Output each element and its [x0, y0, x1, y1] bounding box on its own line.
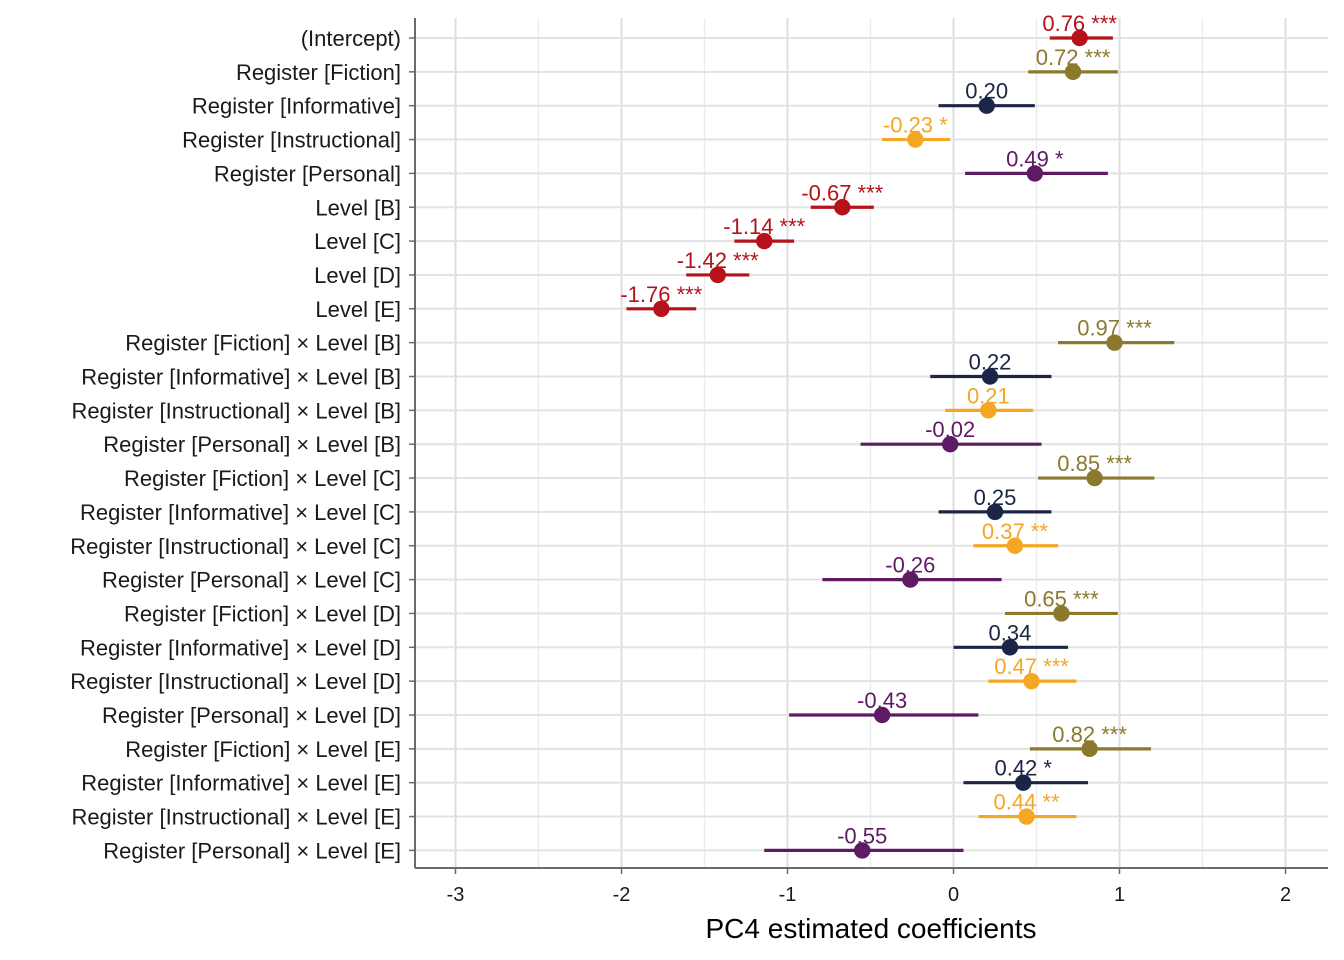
x-tick-label: 0 — [948, 884, 959, 906]
y-tick-label: Register [Instructional] — [182, 128, 401, 153]
point-estimate — [834, 199, 851, 216]
x-tick-label: -2 — [613, 884, 631, 906]
data-label: -0.67 *** — [801, 180, 883, 205]
x-tick-label: -1 — [779, 884, 797, 906]
y-tick-label: Register [Informative] — [192, 94, 401, 119]
y-tick-label: Register [Informative] × Level [E] — [81, 771, 401, 796]
y-tick-label: Register [Instructional] × Level [E] — [71, 805, 401, 830]
point-estimate — [1086, 469, 1103, 487]
point-estimate — [980, 402, 997, 419]
y-tick-label: Level [B] — [315, 195, 401, 220]
y-tick-label: Register [Fiction] — [236, 60, 401, 85]
data-label: -0.43 — [857, 688, 907, 713]
y-tick-label: Register [Instructional] × Level [C] — [70, 534, 401, 559]
point-estimate — [902, 571, 919, 588]
data-label: -1.42 *** — [677, 248, 759, 273]
y-tick-label: (Intercept) — [301, 26, 401, 51]
data-label: 0.25 — [974, 485, 1017, 510]
axes — [409, 18, 1328, 874]
point-estimate — [1015, 774, 1032, 791]
x-tick-labels: -3 -2 -1 0 1 2 — [447, 884, 1291, 906]
point-estimate — [709, 266, 726, 284]
point-estimate — [1081, 740, 1098, 758]
data-label: 0.34 — [989, 620, 1032, 645]
data-label: -0.02 — [925, 417, 975, 442]
data-label: 0.21 — [967, 383, 1010, 408]
point-estimate — [1106, 334, 1123, 351]
data-label: -0.26 — [885, 553, 935, 578]
data-label: 0.97 *** — [1077, 316, 1152, 341]
data-label: 0.72 *** — [1036, 45, 1111, 70]
y-tick-label: Level [E] — [315, 297, 401, 322]
point-estimate — [978, 97, 995, 114]
data-label: 0.47 *** — [994, 654, 1069, 679]
y-tick-label: Register [Informative] × Level [B] — [81, 365, 401, 390]
point-estimate — [1026, 165, 1044, 182]
point-estimate — [941, 436, 959, 453]
y-tick-label: Level [C] — [314, 229, 401, 254]
x-axis-label: PC4 estimated coefficients — [706, 913, 1037, 944]
y-tick-label: Register [Personal] × Level [B] — [103, 432, 401, 457]
x-tick-label: -3 — [447, 884, 465, 906]
point-estimate — [1064, 63, 1082, 81]
y-tick-label: Register [Personal] × Level [D] — [102, 703, 401, 728]
point-estimate — [854, 842, 871, 859]
point-estimate — [1006, 537, 1024, 554]
point-estimate — [653, 300, 670, 317]
point-estimate — [1023, 672, 1040, 690]
grid-lines — [415, 18, 1328, 868]
point-estimate — [1001, 639, 1019, 656]
data-label: 0.49 * — [1006, 146, 1064, 171]
data-label: 0.42 * — [994, 756, 1052, 781]
y-tick-label: Register [Personal] × Level [E] — [103, 838, 401, 863]
y-tick-label: Register [Fiction] × Level [B] — [125, 331, 401, 356]
data-label: -1.14 *** — [723, 214, 805, 239]
point-estimate — [907, 131, 924, 148]
data-label: 0.20 — [965, 79, 1008, 104]
point-estimate — [756, 232, 773, 250]
point-estimate — [873, 706, 891, 724]
data-label: 0.22 — [969, 350, 1012, 375]
y-tick-label: Register [Informative] × Level [D] — [80, 635, 401, 660]
data-marks: 0.76 *** 0.72 *** 0.20 -0.23 * 0.49 * -0.67 *… — [620, 11, 1175, 859]
data-label: -0.23 * — [883, 113, 948, 138]
y-tick-label: Level [D] — [314, 263, 401, 288]
x-tick-label: 1 — [1114, 884, 1125, 906]
y-tick-label: Register [Fiction] × Level [E] — [125, 737, 401, 762]
y-tick-label: Register [Personal] — [214, 161, 401, 186]
point-estimate — [986, 503, 1004, 521]
point-estimate — [981, 368, 999, 385]
data-label: 0.65 *** — [1024, 586, 1099, 611]
y-tick-label: Register [Fiction] × Level [C] — [124, 466, 401, 491]
data-label: 0.82 *** — [1052, 722, 1127, 747]
x-tick-label: 2 — [1280, 884, 1291, 906]
data-label: 0.37 ** — [982, 519, 1048, 544]
data-label: 0.44 ** — [994, 790, 1060, 815]
y-tick-label: Register [Informative] × Level [C] — [80, 500, 401, 525]
data-label: 0.85 *** — [1057, 451, 1132, 476]
y-tick-label: Register [Instructional] × Level [B] — [71, 398, 401, 423]
y-tick-labels: (Intercept) Register [Fiction] Register [I… — [70, 26, 401, 863]
y-tick-label: Register [Personal] × Level [C] — [102, 568, 401, 593]
y-tick-label: Register [Fiction] × Level [D] — [124, 601, 401, 626]
y-tick-label: Register [Instructional] × Level [D] — [70, 669, 401, 694]
point-estimate — [1018, 808, 1035, 825]
point-estimate — [1053, 605, 1070, 622]
data-label: -1.76 *** — [620, 282, 702, 307]
data-label: 0.76 *** — [1042, 11, 1117, 36]
data-label: -0.55 — [837, 823, 887, 848]
point-estimate — [1071, 29, 1088, 47]
